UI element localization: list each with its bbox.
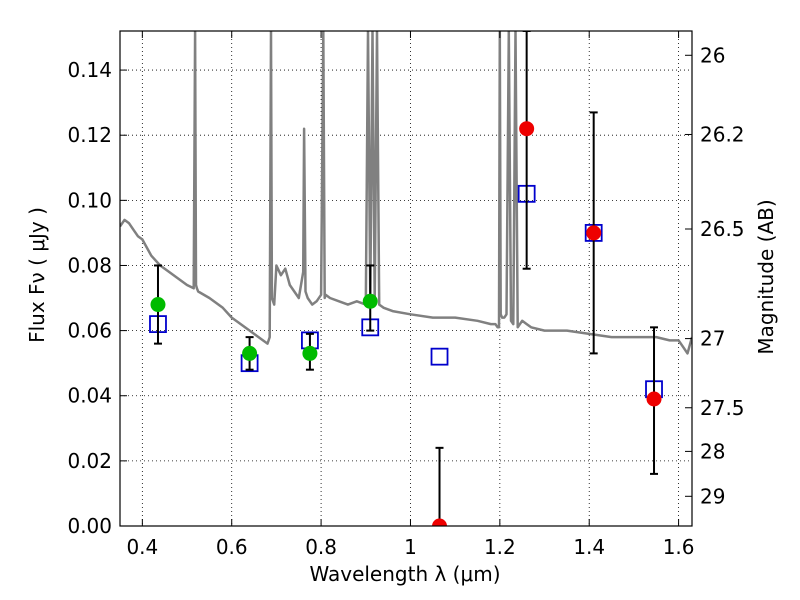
y-tick-label: 0.06: [67, 319, 112, 343]
y-tick-label: 0.00: [67, 514, 112, 538]
magnitude-axis-label: Magnitude (AB): [754, 199, 778, 354]
magnitude-tick-label: 29: [700, 484, 725, 508]
observed-point-nir: [586, 225, 602, 241]
y-tick-label: 0.02: [67, 449, 112, 473]
magnitude-tick-labels: 26 26.2 26.5 27 27.5 28 29: [700, 43, 745, 508]
x-axis-label: Wavelength λ (μm): [309, 562, 500, 586]
magnitude-tick-label: 27.5: [700, 396, 745, 420]
y-tick-label: 0.08: [67, 253, 112, 277]
tick-layer: [120, 31, 692, 527]
observed-point-nir: [646, 391, 662, 407]
magnitude-tick-label: 27: [700, 327, 725, 351]
observed-point-optical: [302, 345, 318, 361]
x-tick-label: 0.6: [216, 535, 248, 559]
template-spectrum-line: [120, 31, 692, 355]
magnitude-tick-label: 26.5: [700, 217, 745, 241]
x-tick-labels: 0.4 0.6 0.8 1 1.2 1.4 1.6: [126, 535, 694, 559]
template-spectrum-layer: [120, 31, 692, 355]
y-tick-labels: 0.00 0.02 0.04 0.06 0.08 0.10 0.12 0.14: [67, 58, 112, 538]
x-tick-label: 0.8: [305, 535, 337, 559]
observed-point-optical: [242, 345, 258, 361]
magnitude-tick-label: 26.2: [700, 122, 745, 146]
y-tick-label: 0.04: [67, 384, 112, 408]
y-tick-label: 0.14: [67, 58, 112, 82]
y-tick-label: 0.10: [67, 188, 112, 212]
x-tick-label: 1.2: [484, 535, 516, 559]
observed-point-optical: [362, 293, 378, 309]
magnitude-tick-label: 26: [700, 43, 725, 67]
observed-points-layer: [150, 121, 662, 526]
x-tick-label: 1.6: [663, 535, 695, 559]
y-axis-label: Flux Fν ( μJy ): [25, 207, 49, 343]
x-tick-label: 1.4: [573, 535, 605, 559]
x-tick-label: 1: [404, 535, 417, 559]
x-tick-label: 0.4: [126, 535, 158, 559]
observed-point-nir: [432, 518, 448, 526]
model-point: [430, 347, 449, 366]
magnitude-tick-label: 28: [700, 439, 725, 463]
observed-point-optical: [150, 297, 166, 313]
plot-frame: [119, 30, 693, 527]
observed-point-nir: [519, 121, 535, 137]
y-tick-label: 0.12: [67, 123, 112, 147]
